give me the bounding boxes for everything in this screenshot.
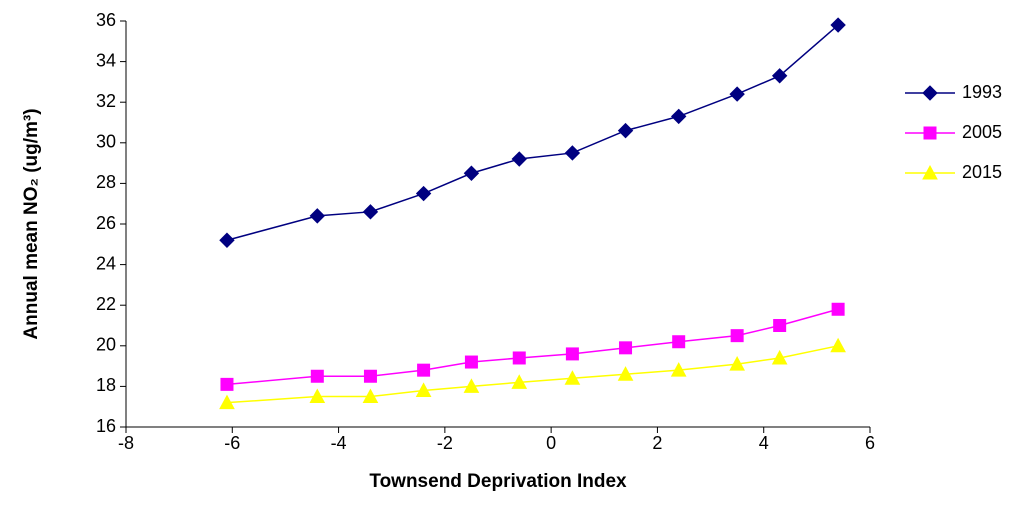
marker — [830, 337, 846, 353]
x-tick-label: -8 — [118, 433, 134, 453]
marker — [219, 232, 235, 248]
marker — [310, 369, 324, 383]
y-axis-title: Annual mean NO₂ (ug/m³) — [21, 108, 42, 339]
x-tick-label: 6 — [865, 433, 875, 453]
marker — [672, 335, 686, 349]
y-tick-label: 20 — [96, 335, 116, 355]
marker — [617, 366, 634, 381]
marker — [729, 356, 745, 371]
marker — [617, 122, 634, 139]
marker — [511, 151, 527, 167]
legend-marker — [923, 126, 937, 140]
x-tick-label: -6 — [224, 433, 240, 453]
x-tick-label: -4 — [331, 433, 347, 453]
marker — [670, 108, 687, 125]
marker — [564, 145, 581, 161]
marker — [565, 347, 579, 361]
marker — [619, 341, 633, 355]
y-tick-label: 32 — [96, 91, 116, 111]
marker — [363, 369, 377, 383]
marker — [362, 388, 379, 404]
legend-marker — [922, 164, 938, 180]
series-line — [226, 308, 839, 386]
marker — [512, 351, 526, 365]
legend-label: 1993 — [962, 82, 1002, 102]
marker — [771, 349, 788, 365]
marker — [831, 302, 845, 316]
marker — [773, 319, 787, 332]
marker — [415, 382, 432, 397]
marker — [463, 378, 480, 393]
legend-marker — [922, 85, 938, 101]
marker — [464, 355, 478, 369]
legend-label: 2005 — [962, 122, 1002, 142]
y-tick-label: 24 — [96, 253, 116, 273]
marker — [730, 329, 744, 343]
marker — [362, 204, 379, 220]
series-line — [226, 345, 839, 404]
series-line — [226, 24, 839, 241]
marker — [564, 370, 581, 385]
marker — [511, 374, 528, 389]
marker — [729, 86, 745, 102]
x-axis-title: Townsend Deprivation Index — [369, 471, 627, 492]
x-tick-label: 2 — [652, 433, 662, 453]
y-tick-label: 36 — [96, 10, 116, 30]
x-tick-label: -2 — [437, 433, 453, 453]
marker — [417, 363, 431, 377]
y-tick-label: 30 — [96, 132, 116, 152]
marker — [219, 394, 235, 410]
y-tick-label: 28 — [96, 172, 116, 192]
marker — [463, 165, 480, 181]
marker — [309, 208, 326, 224]
y-tick-label: 26 — [96, 213, 116, 233]
marker — [309, 388, 326, 404]
y-tick-label: 34 — [96, 50, 116, 70]
x-tick-label: 0 — [546, 433, 556, 453]
marker — [771, 68, 788, 84]
y-tick-label: 22 — [96, 294, 116, 314]
marker — [830, 17, 846, 33]
x-tick-label: 4 — [759, 433, 769, 453]
marker — [670, 362, 687, 377]
y-tick-label: 16 — [96, 416, 116, 436]
marker — [220, 377, 234, 391]
legend-label: 2015 — [962, 162, 1002, 182]
y-tick-label: 18 — [96, 375, 116, 395]
marker — [415, 185, 432, 202]
